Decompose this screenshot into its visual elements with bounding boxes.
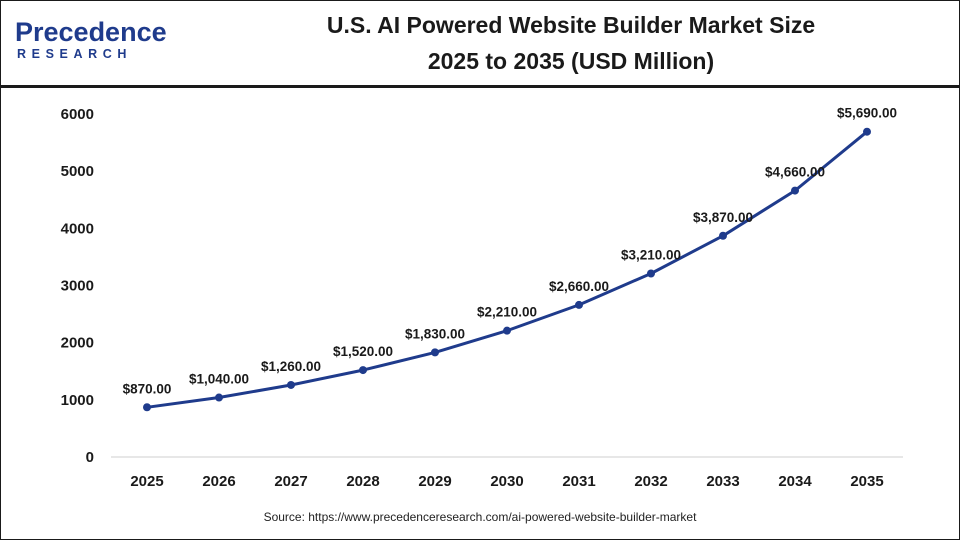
y-tick-label: 0	[86, 449, 94, 466]
header: Precedence RESEARCH U.S. AI Powered Webs…	[1, 1, 959, 83]
data-point	[863, 127, 871, 136]
y-tick-label: 4000	[61, 220, 94, 237]
data-label: $2,660.00	[549, 279, 609, 294]
y-tick-label: 2000	[61, 335, 94, 352]
data-label: $3,870.00	[693, 210, 753, 225]
title-line-2: 2025 to 2035 (USD Million)	[427, 48, 715, 74]
x-tick-label: 2035	[850, 473, 883, 490]
x-tick-label: 2033	[706, 473, 739, 490]
y-tick-label: 3000	[61, 278, 94, 295]
data-label: $5,690.00	[837, 106, 897, 121]
x-tick-label: 2025	[130, 473, 163, 490]
x-tick-label: 2030	[490, 473, 523, 490]
data-point	[215, 393, 223, 402]
data-label: $1,260.00	[261, 359, 321, 374]
data-point	[719, 231, 727, 240]
data-point	[791, 186, 799, 195]
y-tick-label: 6000	[61, 106, 94, 123]
data-label: $1,040.00	[189, 372, 249, 387]
logo-sub: RESEARCH	[17, 47, 132, 61]
x-tick-label: 2027	[274, 473, 307, 490]
data-point	[647, 269, 655, 278]
data-label: $4,660.00	[765, 165, 825, 180]
data-label: $1,830.00	[405, 326, 465, 341]
x-tick-label: 2034	[778, 473, 812, 490]
y-tick-label: 1000	[61, 392, 94, 409]
data-label: $2,210.00	[477, 305, 537, 320]
x-tick-label: 2032	[634, 473, 667, 490]
data-point	[431, 348, 439, 357]
source-note: Source: https://www.precedenceresearch.c…	[263, 510, 697, 524]
data-point	[143, 403, 151, 412]
data-point	[287, 380, 295, 389]
data-label: $870.00	[123, 381, 172, 396]
chart-title: U.S. AI Powered Website Builder Market S…	[191, 7, 951, 79]
x-tick-label: 2026	[202, 473, 235, 490]
y-tick-label: 5000	[61, 163, 94, 180]
data-point	[503, 326, 511, 335]
x-tick-label: 2031	[562, 473, 595, 490]
brand-logo: Precedence RESEARCH	[15, 17, 167, 67]
x-tick-label: 2028	[346, 473, 379, 490]
data-point	[575, 300, 583, 309]
x-tick-label: 2029	[418, 473, 451, 490]
header-divider	[1, 85, 959, 88]
data-label: $3,210.00	[621, 247, 681, 262]
data-label: $1,520.00	[333, 344, 393, 359]
data-point	[359, 366, 367, 375]
logo-name: Precedence	[15, 17, 167, 47]
title-line-1: U.S. AI Powered Website Builder Market S…	[326, 12, 816, 38]
series-line	[146, 130, 868, 409]
line-chart: 0 1000 2000 3000 4000 5000 6000 2025 2026 2027 202…	[61, 106, 903, 490]
